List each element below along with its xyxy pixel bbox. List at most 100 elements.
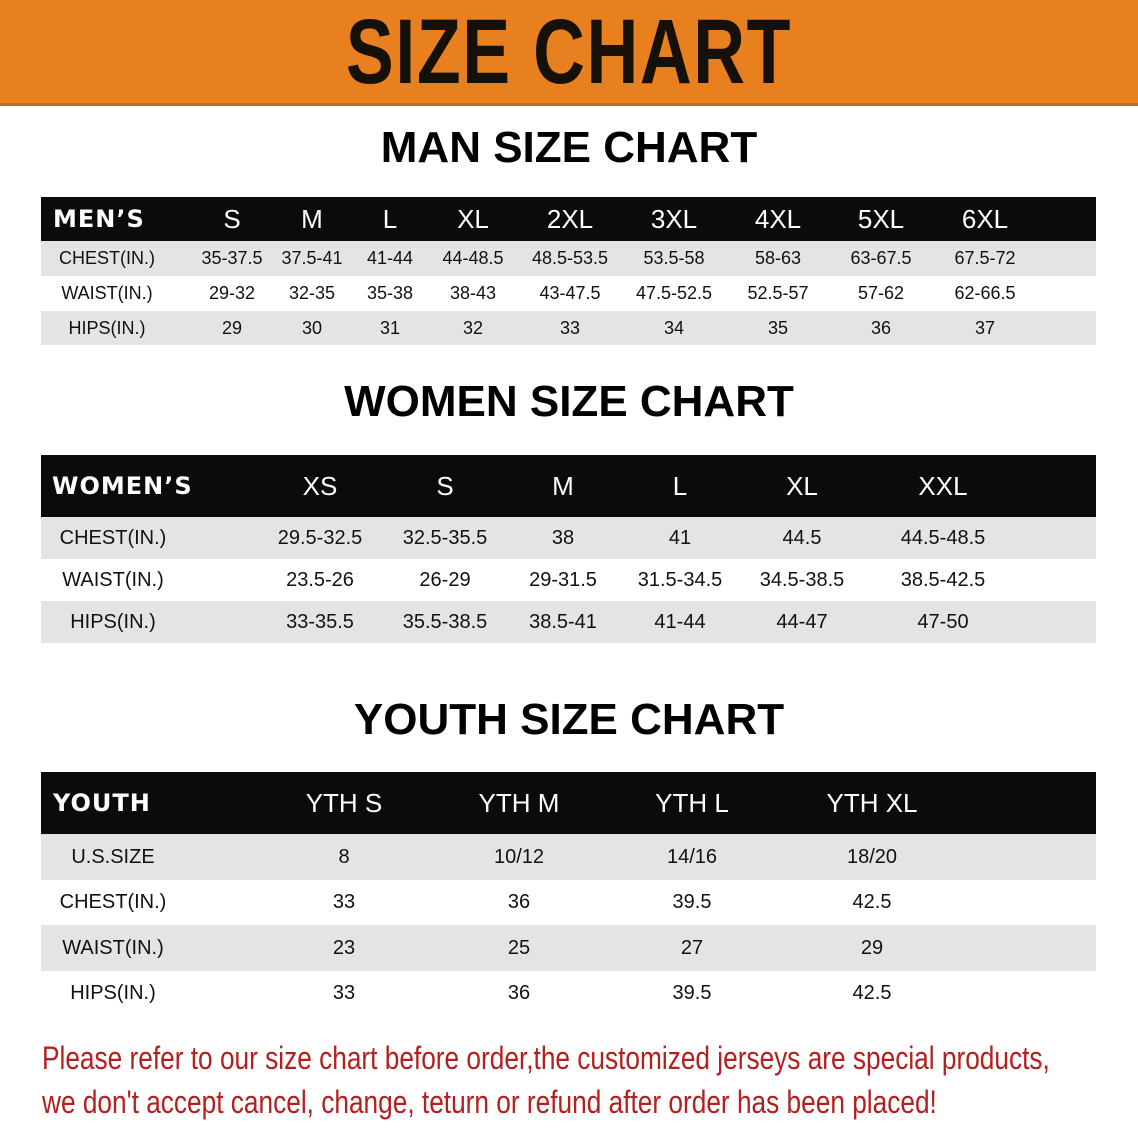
value-cell: 32.5-35.5	[402, 526, 488, 549]
table-row: CHEST(IN.) 35-37.5 37.5-41 41-44 44-48.5 48.5…	[41, 241, 1096, 276]
value-cell: 57-62	[857, 283, 905, 303]
value-cell: 8	[338, 845, 350, 868]
size-header-cell: M	[552, 470, 574, 501]
value-cell: 44-47	[776, 610, 828, 633]
size-header-cell: 3XL	[650, 203, 698, 234]
value-cell: 38	[551, 526, 575, 549]
measure-label-cell: CHEST(IN.)	[59, 526, 167, 549]
value-cell: 53.5-58	[643, 248, 705, 268]
table-row: U.S.SIZE 8 10/12 14/16 18/20	[41, 834, 1096, 880]
women-size-table: WOMEN’S XS S M L XL XXL CHEST(IN.) 29.5-32.5 32.5…	[41, 455, 1096, 643]
measure-label-cell: WAIST(IN.)	[62, 936, 164, 959]
value-cell: 25	[507, 936, 531, 959]
value-cell: 41	[668, 526, 692, 549]
value-cell: 42.5	[852, 891, 892, 913]
table-row: WAIST(IN.) 23 25 27 29	[41, 925, 1096, 971]
value-cell: 67.5-72	[954, 248, 1016, 268]
size-header-cell: YTH M	[478, 787, 560, 818]
value-cell: 44.5	[782, 526, 822, 549]
youth-section-title: YOUTH SIZE CHART	[353, 695, 785, 744]
value-cell: 39.5	[672, 891, 712, 913]
value-cell: 27	[680, 936, 704, 959]
size-header-cell: YTH L	[655, 787, 729, 818]
size-header-cell: 4XL	[754, 203, 802, 234]
value-cell: 10/12	[493, 845, 545, 868]
value-cell: 33-35.5	[286, 610, 354, 633]
value-cell: 23	[332, 936, 356, 959]
value-cell: 38-43	[449, 283, 497, 303]
value-cell: 47-50	[917, 610, 969, 633]
value-cell: 29.5-32.5	[277, 526, 363, 549]
value-cell: 33	[559, 317, 581, 338]
value-cell: 39.5	[672, 982, 712, 1004]
table-row: WAIST(IN.) 23.5-26 26-29 29-31.5 31.5-34.5 34…	[41, 559, 1096, 601]
value-cell: 29-31.5	[529, 568, 597, 591]
value-cell: 35-37.5	[201, 248, 263, 268]
value-cell: 31.5-34.5	[637, 568, 723, 591]
value-cell: 23.5-26	[286, 568, 354, 591]
value-cell: 34.5-38.5	[759, 568, 845, 591]
value-cell: 42.5	[852, 982, 892, 1004]
size-header-cell: 6XL	[961, 203, 1009, 234]
measure-label-cell: U.S.SIZE	[71, 845, 155, 868]
measure-label-cell: HIPS(IN.)	[68, 317, 146, 338]
value-cell: 62-66.5	[954, 283, 1016, 303]
notice-line-2: we don't accept cancel, change, teturn o…	[42, 1084, 937, 1120]
table-row: CHEST(IN.) 29.5-32.5 32.5-35.5 38 41 44.5 44.5…	[41, 517, 1096, 559]
value-cell: 18/20	[846, 845, 898, 868]
value-cell: 35	[767, 317, 789, 338]
value-cell: 44.5-48.5	[900, 526, 986, 549]
value-cell: 41-44	[366, 248, 414, 268]
measure-label-cell: CHEST(IN.)	[59, 891, 167, 913]
table-title-cell: YOUTH	[53, 789, 151, 817]
value-cell: 37.5-41	[281, 248, 343, 268]
value-cell: 26-29	[419, 568, 471, 591]
size-header-cell: XXL	[918, 470, 968, 501]
value-cell: 41-44	[654, 610, 706, 633]
value-cell: 36	[507, 982, 531, 1004]
size-header-cell: YTH XL	[826, 787, 918, 818]
size-header-cell: L	[672, 470, 688, 501]
size-chart-banner: SIZE CHART	[0, 0, 1138, 106]
table-title-cell: MEN’S	[53, 205, 145, 233]
size-header-cell: XS	[302, 470, 338, 501]
value-cell: 34	[663, 317, 685, 338]
table-row: HIPS(IN.) 33-35.5 35.5-38.5 38.5-41 41-44 44-…	[41, 601, 1096, 643]
value-cell: 29-32	[208, 283, 256, 303]
value-cell: 36	[507, 891, 531, 913]
measure-label-cell: WAIST(IN.)	[61, 283, 153, 303]
value-cell: 36	[870, 317, 892, 338]
size-header-cell: 2XL	[546, 203, 594, 234]
table-row: HIPS(IN.) 33 36 39.5 42.5	[41, 971, 1096, 1016]
banner-title: SIZE CHART	[345, 1, 793, 103]
size-header-cell: S	[436, 470, 454, 501]
value-cell: 38.5-41	[529, 610, 597, 633]
size-header-cell: S	[223, 203, 241, 234]
size-header-cell: M	[301, 203, 323, 234]
value-cell: 32-35	[288, 283, 336, 303]
men-size-table: MEN’S S M L XL 2XL 3XL 4XL 5XL 6XL CHEST(IN.) 35-37…	[41, 197, 1096, 345]
value-cell: 33	[332, 891, 356, 913]
measure-label-cell: HIPS(IN.)	[70, 982, 156, 1004]
value-cell: 29	[860, 936, 884, 959]
size-header-cell: XL	[786, 470, 818, 501]
value-cell: 63-67.5	[850, 248, 912, 268]
value-cell: 52.5-57	[747, 283, 809, 303]
value-cell: 38.5-42.5	[900, 568, 986, 591]
men-header-row: MEN’S S M L XL 2XL 3XL 4XL 5XL 6XL	[41, 197, 1096, 241]
value-cell: 37	[974, 317, 996, 338]
table-title-cell: WOMEN’S	[52, 472, 193, 500]
youth-header-row: YOUTH YTH S YTH M YTH L YTH XL	[41, 772, 1096, 834]
value-cell: 58-63	[754, 248, 802, 268]
value-cell: 35-38	[366, 283, 414, 303]
measure-label-cell: HIPS(IN.)	[70, 610, 156, 633]
size-header-cell: L	[382, 203, 398, 234]
value-cell: 31	[379, 317, 401, 338]
table-row: HIPS(IN.) 29 30 31 32 33 34 35 36 37	[41, 311, 1096, 345]
value-cell: 43-47.5	[539, 283, 601, 303]
women-section-title: WOMEN SIZE CHART	[344, 377, 794, 426]
men-section-title: MAN SIZE CHART	[380, 123, 758, 172]
value-cell: 47.5-52.5	[635, 283, 713, 303]
measure-label-cell: CHEST(IN.)	[59, 248, 155, 268]
value-cell: 30	[301, 317, 323, 338]
